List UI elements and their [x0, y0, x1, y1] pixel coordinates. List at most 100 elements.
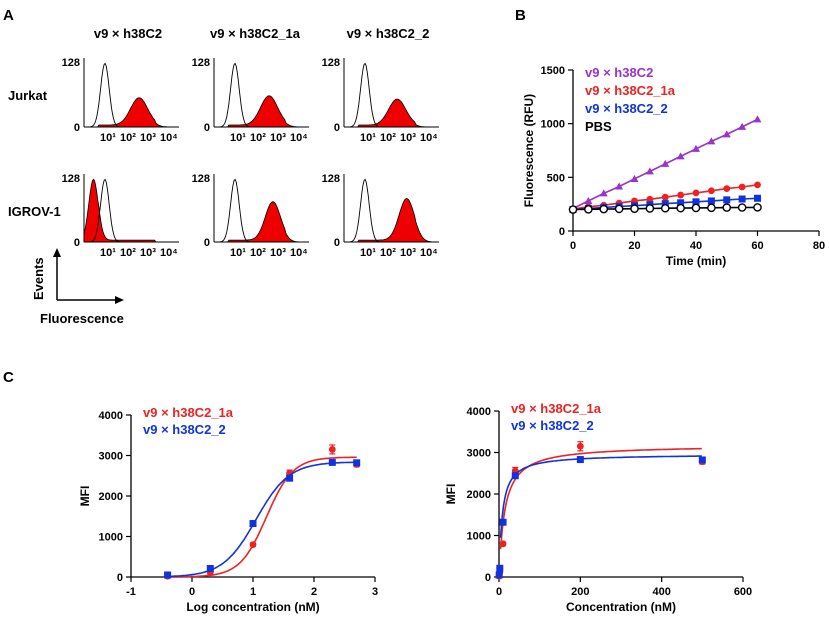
hist-sample-peak	[344, 98, 439, 128]
x-tick-label: -1	[126, 586, 136, 598]
hist-y-tick-max: 128	[62, 57, 80, 69]
fit-curve	[167, 461, 357, 578]
hist-y-tick-min: 0	[204, 237, 210, 249]
data-point-circle	[661, 193, 669, 201]
data-point-open-circle	[568, 205, 578, 214]
row-label-jurkat: Jurkat	[8, 88, 48, 103]
fit-curve	[499, 447, 702, 550]
y-tick-label: 1000	[99, 532, 123, 544]
data-point-square	[353, 459, 361, 467]
data-point-square	[707, 197, 715, 205]
x-tick-label: 40	[690, 240, 702, 252]
panel-label-b: B	[515, 7, 526, 24]
chart-c-right: 0 200 400 600 0 1000 2000 3000 4000 Concentration…	[444, 401, 752, 614]
hist-x-tick: 10³	[140, 247, 156, 259]
x-axis-title: Time (min)	[666, 254, 726, 268]
y-tick-label: 4000	[99, 410, 123, 422]
data-point-triangle	[584, 196, 593, 204]
y-axis-title: MFI	[78, 486, 92, 507]
data-point-square	[499, 518, 507, 526]
data-point-square	[692, 198, 700, 206]
x-tick-label: 3	[372, 586, 378, 598]
data-point-triangle	[692, 144, 700, 152]
hist-x-tick: 10⁴	[160, 132, 178, 144]
data-point-square	[677, 199, 685, 207]
hist-x-tick: 10³	[140, 132, 156, 144]
hist-x-tick: 10²	[380, 132, 396, 144]
hist-sample-peak	[84, 97, 179, 128]
data-point-circle	[646, 195, 654, 203]
data-point-square	[698, 456, 706, 464]
data-point-triangle	[599, 189, 608, 197]
y-tick-label: 500	[547, 172, 565, 184]
data-point-triangle	[630, 174, 639, 182]
data-point-circle	[576, 442, 584, 450]
data-point-circle	[754, 181, 761, 189]
hist-x-tick: 10¹	[100, 247, 116, 259]
col-header-1: v9 × h38C2	[94, 26, 162, 41]
fluorescence-label: Fluorescence	[40, 311, 124, 326]
hist-y-tick-max: 128	[192, 57, 210, 69]
data-point-square	[164, 571, 172, 579]
data-point-square	[754, 194, 761, 202]
hist-control-curve	[214, 178, 309, 243]
data-point-circle	[677, 191, 685, 199]
hist-x-tick: 10¹	[230, 247, 246, 259]
y-axis-title: MFI	[444, 484, 458, 505]
data-point-triangle	[753, 115, 762, 123]
hist-control-curve	[344, 178, 439, 243]
data-point-open-circle	[614, 204, 624, 214]
histogram-grid: 128 0 10¹ 10² 10³ 10⁴ 128 0 10¹ 10² 10³ 10⁴ 128 0 10¹ 1…	[62, 57, 439, 259]
data-point-square	[249, 520, 257, 528]
hist-y-tick-max: 128	[322, 57, 340, 69]
hist-x-tick: 10²	[250, 247, 266, 259]
hist-x-tick: 10²	[380, 247, 396, 259]
data-point-triangle	[707, 137, 716, 145]
panel-label-c: C	[3, 369, 14, 386]
x-tick-label: 1	[250, 586, 256, 598]
data-point-open-circle	[707, 203, 716, 213]
axis-guide: Events Fluorescence	[31, 248, 124, 326]
data-point-square	[286, 474, 294, 482]
x-tick-label: 0	[189, 586, 195, 598]
data-point-circle	[723, 185, 731, 193]
data-point-triangle	[615, 182, 624, 190]
data-point-circle	[328, 446, 336, 453]
hist-sample-peak	[83, 178, 179, 243]
x-tick-label: 400	[652, 586, 670, 598]
x-tick-label: 20	[628, 240, 640, 252]
data-point-square	[495, 571, 503, 579]
data-point-open-circle	[753, 203, 762, 212]
hist-x-tick: 10³	[270, 132, 286, 144]
data-point-circle	[738, 183, 746, 191]
y-tick-label: 0	[559, 226, 565, 238]
hist-control-curve	[84, 62, 179, 128]
hist-x-tick: 10²	[120, 247, 136, 259]
y-tick-label: 0	[117, 572, 123, 584]
y-tick-label: 1500	[541, 65, 565, 77]
data-point-open-circle	[645, 204, 655, 213]
data-point-circle	[499, 540, 507, 548]
hist-x-tick: 10¹	[360, 247, 376, 259]
x-tick-label: 60	[751, 240, 763, 252]
hist-y-tick-min: 0	[74, 237, 80, 249]
y-tick-label: 1000	[467, 531, 491, 543]
hist-sample-peak	[344, 198, 439, 243]
y-tick-label: 3000	[467, 448, 491, 460]
col-header-3: v9 × h38C2_2	[347, 26, 430, 41]
legend-entry: v9 × h38C2_1a	[143, 405, 234, 420]
data-point-triangle	[661, 159, 670, 167]
hist-y-tick-min: 0	[74, 122, 80, 134]
x-axis-title: Log concentration (nM)	[186, 600, 319, 614]
data-point-open-circle	[676, 203, 685, 213]
hist-y-tick-min: 0	[204, 122, 210, 134]
data-point-circle	[249, 541, 257, 548]
data-point-open-circle	[737, 203, 747, 212]
y-tick-label: 3000	[99, 451, 123, 463]
y-tick-label: 2000	[467, 489, 491, 501]
y-tick-label: 0	[485, 572, 491, 584]
y-tick-label: 4000	[467, 406, 491, 418]
fit-curve	[499, 455, 702, 538]
hist-x-tick: 10⁴	[420, 247, 438, 259]
